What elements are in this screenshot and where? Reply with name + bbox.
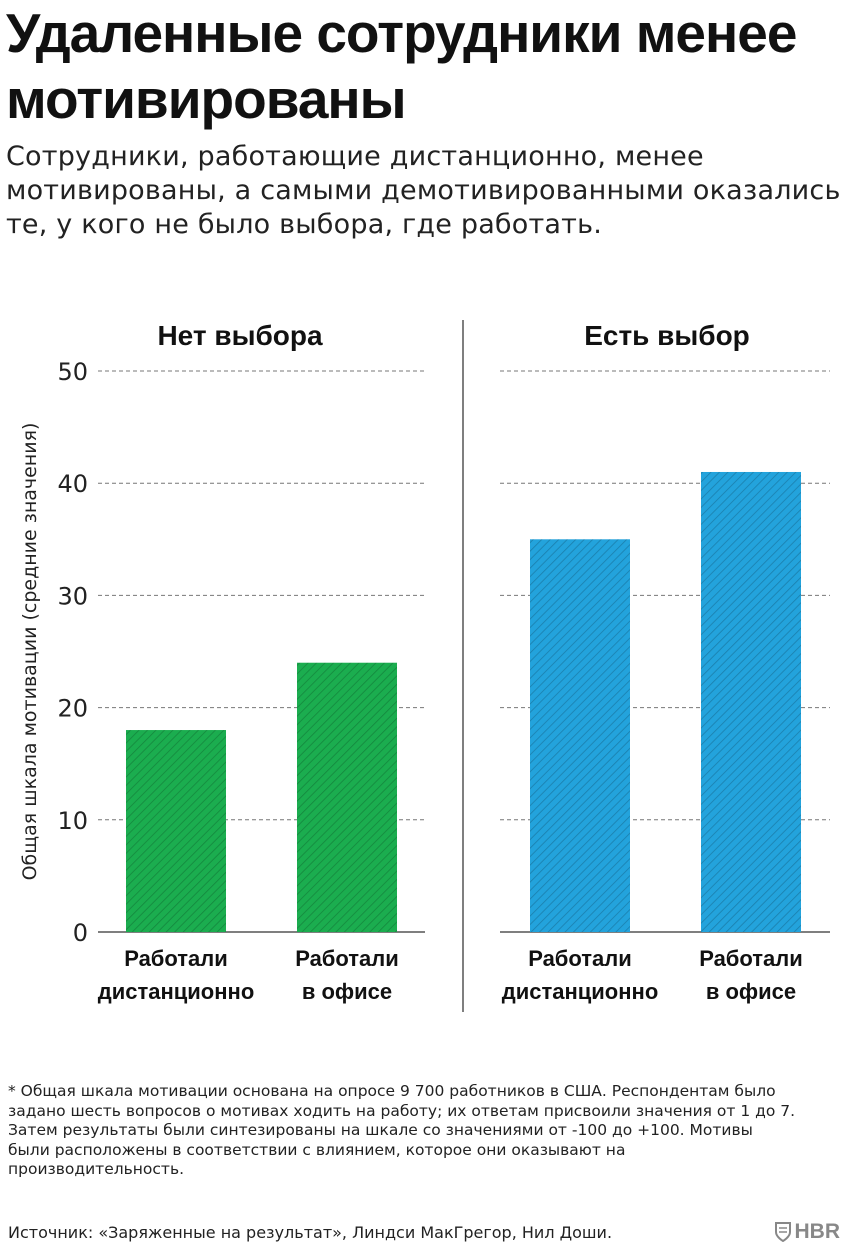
logo-text: HBR xyxy=(794,1220,841,1243)
bar xyxy=(530,539,630,932)
panel-title: Есть выбор xyxy=(584,320,750,351)
hbr-logo: HBR xyxy=(774,1220,841,1244)
y-tick-label: 40 xyxy=(57,470,88,498)
x-category-label: дистанционно xyxy=(98,979,255,1004)
bar xyxy=(126,730,226,932)
chart-subtitle: Сотрудники, работающие дистанционно, мен… xyxy=(6,141,841,240)
x-category-label: Работали xyxy=(295,946,399,971)
y-tick-label: 30 xyxy=(57,582,88,610)
x-category-label: в офисе xyxy=(302,979,392,1004)
bar xyxy=(297,662,397,932)
shield-icon xyxy=(774,1222,791,1242)
x-category-label: Работали xyxy=(528,946,632,971)
source-note: Источник: «Заряженные на результат», Лин… xyxy=(8,1223,613,1242)
x-category-label: Работали xyxy=(699,946,803,971)
chart-title: Удаленные сотрудники менее мотивированы xyxy=(6,2,797,130)
y-axis-label: Общая шкала мотивации (средние значения) xyxy=(19,423,41,881)
x-category-label: в офисе xyxy=(706,979,796,1004)
x-category-label: Работали xyxy=(124,946,228,971)
bar xyxy=(701,471,801,932)
footnote: * Общая шкала мотивации основана на опро… xyxy=(8,1082,796,1178)
y-tick-label: 50 xyxy=(57,358,88,386)
x-category-label: дистанционно xyxy=(502,979,659,1004)
bar-chart: 0 10 20 30 40 50 Общая шкала мотивации (средни… xyxy=(19,320,830,1012)
y-tick-label: 0 xyxy=(73,919,88,947)
y-tick-label: 20 xyxy=(57,695,88,723)
panel-title: Нет выбора xyxy=(157,320,323,351)
y-tick-label: 10 xyxy=(57,807,88,835)
